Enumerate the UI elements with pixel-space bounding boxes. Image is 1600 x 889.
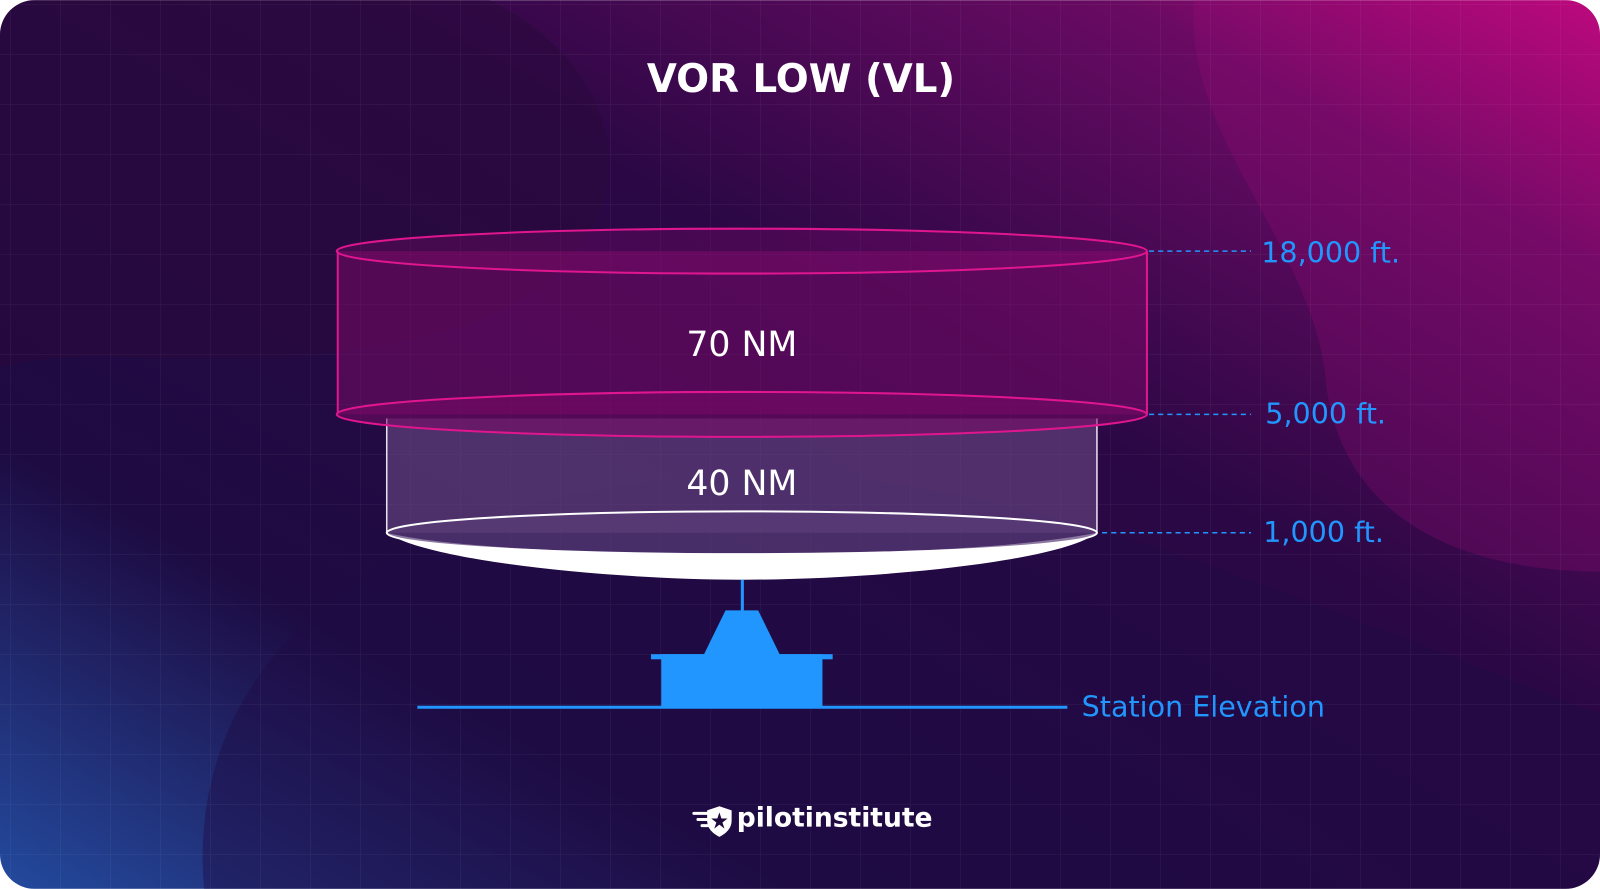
pilotinstitute-logo: pilotinstitute	[692, 803, 933, 837]
altitude-label-18000: 18,000 ft.	[1261, 235, 1400, 269]
upper-cylinder-label: 70 NM	[686, 325, 797, 365]
winged-shield-star-icon	[692, 806, 732, 837]
station-elevation-label: Station Elevation	[1082, 689, 1325, 723]
upper-cylinder	[335, 227, 1148, 438]
lower-cylinder	[385, 418, 1098, 580]
altitude-label-1000: 1,000 ft.	[1263, 515, 1384, 549]
diagram-title: VOR LOW (VL)	[647, 57, 955, 102]
altitude-label-5000: 5,000 ft.	[1265, 397, 1386, 431]
vor-station-icon	[651, 579, 833, 708]
logo-text: pilotinstitute	[737, 803, 933, 834]
lower-cylinder-label: 40 NM	[686, 464, 797, 504]
